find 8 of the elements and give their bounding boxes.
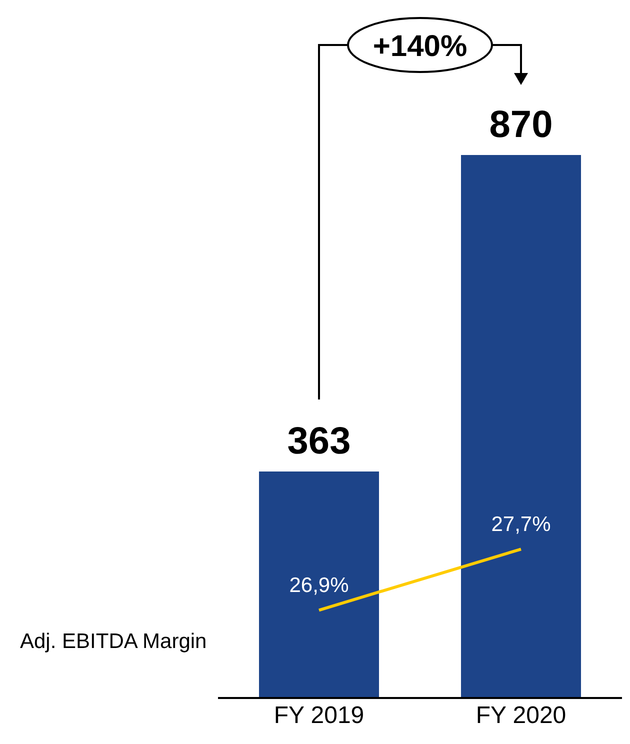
x-tick-label: FY 2019	[274, 702, 364, 730]
text: Adj. EBITDA Margin	[20, 630, 207, 654]
data-label: 363	[287, 420, 351, 462]
text: +140%	[372, 30, 468, 63]
x-tick-label: FY 2020	[476, 702, 566, 730]
data-label: 870	[489, 104, 553, 146]
data-label: 27,7%	[491, 513, 551, 536]
data-label: 26,9%	[289, 574, 349, 598]
